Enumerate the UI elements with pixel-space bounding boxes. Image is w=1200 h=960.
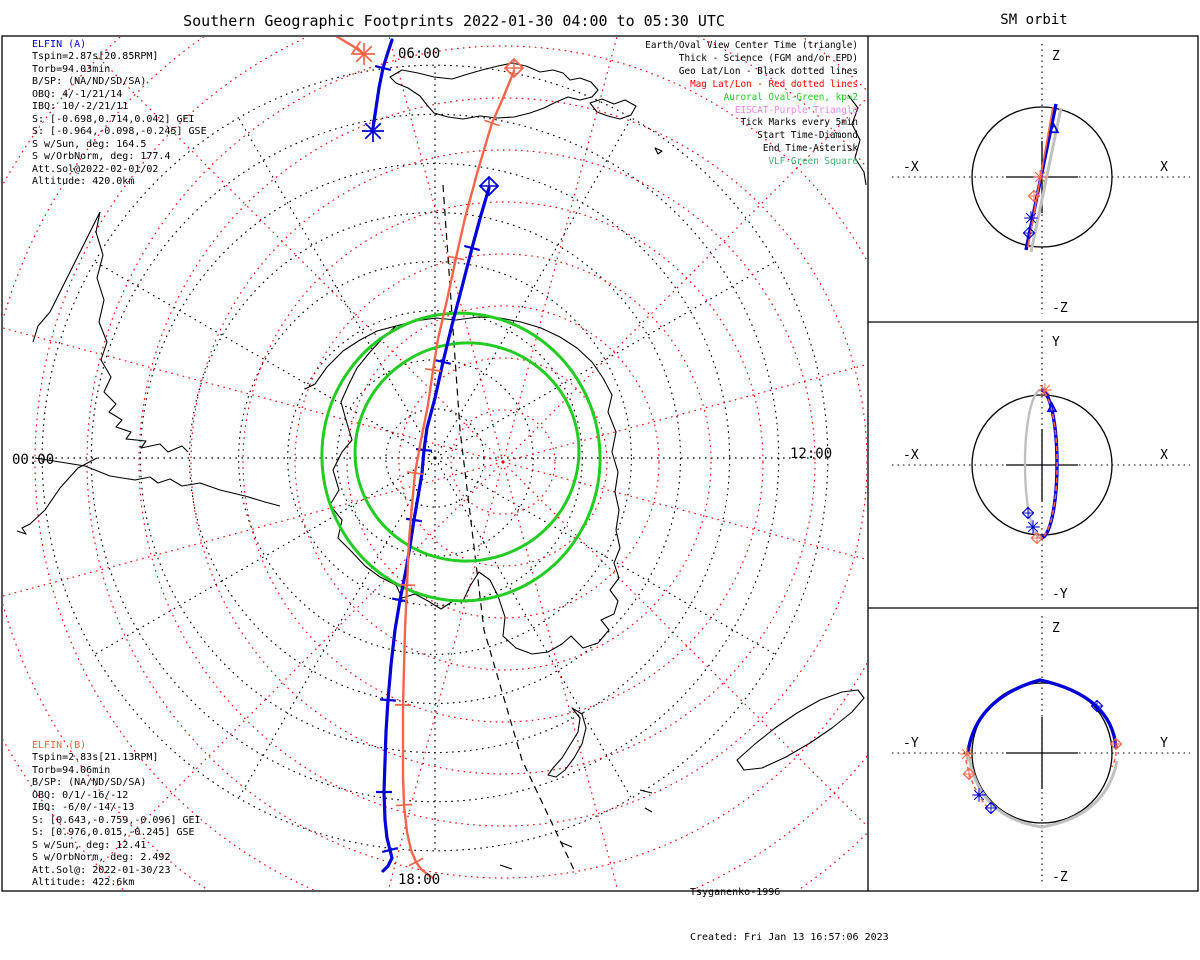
elfin-b-title: ELFIN (B) <box>32 740 201 752</box>
axis-label-left: -X <box>903 448 919 463</box>
elfin-b-line: Torb=94.06min <box>32 765 201 777</box>
elfin-b-line: Att.Sol@: 2022-01-30/23 <box>32 865 201 877</box>
elfin-b-line: Altitude: 422.6km <box>32 877 201 889</box>
elfin-a-line: Tspin=2.87s[20.85RPM] <box>32 51 207 63</box>
coastline <box>500 790 652 869</box>
elfin-a-line: Torb=94.03min <box>32 64 207 76</box>
mlt-time-label: 18:00 <box>398 872 440 888</box>
coastline <box>737 690 864 770</box>
elfin-b-info-block: ELFIN (B)Tspin=2.83s[21.13RPM]Torb=94.06… <box>32 740 201 889</box>
elfin-b-line: B/SP: (NA/ND/SD/SA) <box>32 777 201 789</box>
axis-label-right: Y <box>1160 736 1168 751</box>
elfin-a-line: Altitude: 420.0km <box>32 176 207 188</box>
axis-label-left: -X <box>903 160 919 175</box>
mag-longitude-spoke <box>503 462 907 866</box>
five-min-tick <box>396 804 412 805</box>
elfin-a-line: OBQ: 4/-1/21/14 <box>32 89 207 101</box>
elfin-b-line: S w/Sun, deg: 12.41 <box>32 840 201 852</box>
auroral-oval <box>303 295 618 619</box>
axis-label-bottom: -Z <box>1052 870 1068 885</box>
footprint-track <box>403 71 514 878</box>
elfin-a-title: ELFIN (A) <box>32 39 207 51</box>
legend-line: Geo Lat/Lon - Black dotted lines <box>520 66 858 79</box>
sm-panel-1: Y -Y -X X <box>892 330 1190 602</box>
model-label: Tsyganenko-1996 <box>690 885 889 900</box>
elfin-b-line: Tspin=2.83s[21.13RPM] <box>32 752 201 764</box>
legend-line: Tick Marks every 5min <box>520 117 858 130</box>
axis-label-bottom: -Y <box>1052 587 1068 602</box>
axis-label-right: X <box>1160 160 1168 175</box>
legend: Earth/Oval View Center Time (triangle)Th… <box>520 40 858 169</box>
five-min-tick <box>380 699 396 700</box>
mag-longitude-spoke <box>503 314 1056 462</box>
mlt-time-label: 12:00 <box>790 446 832 462</box>
elfin-a-line: IBQ: 10/-2/21/11 <box>32 101 207 113</box>
created-label: Created: Fri Jan 13 16:57:06 2023 <box>690 930 889 945</box>
sm-panel-2: Z -Z -Y Y <box>892 616 1190 885</box>
legend-line: Thick - Science (FGM and/or EPD) <box>520 53 858 66</box>
legend-line: Earth/Oval View Center Time (triangle) <box>520 40 858 53</box>
elfin-a-line: S w/Sun, deg: 164.5 <box>32 139 207 151</box>
mlt-time-label: 06:00 <box>398 46 440 62</box>
elfin-a-line: S: [-0.698,0.714,0.042] GEI <box>32 114 207 126</box>
sm-orbit-panels: Z -Z -X X Y -Y -X X Z -Z -Y Y <box>892 44 1190 885</box>
mag-longitude-spoke <box>503 462 651 900</box>
axis-label-top: Y <box>1052 335 1060 350</box>
legend-line: End Time-Asterisk <box>520 143 858 156</box>
coastline <box>33 212 100 342</box>
axis-label-right: X <box>1160 448 1168 463</box>
axis-label-top: Z <box>1052 49 1060 64</box>
elfin-b-line: S: [0.976,0.015,-0.245] GSE <box>32 827 201 839</box>
elfin-a-line: S w/OrbNorm, deg: 177.4 <box>32 151 207 163</box>
elfin-b-line: IBQ: -6/0/-14/-13 <box>32 802 201 814</box>
five-min-tick <box>425 369 441 371</box>
mlt-time-label: 00:00 <box>12 452 54 468</box>
coastline <box>548 708 586 777</box>
legend-line: EISCAT-Purple Triangle <box>520 105 858 118</box>
sm-orbit-title: SM orbit <box>868 12 1200 28</box>
elfin-b-line: S: [0.643,-0.759,-0.096] GEI <box>32 815 201 827</box>
elfin-b-line: S w/OrbNorm, deg: 2.492 <box>32 852 201 864</box>
elfin-b-line: OBQ: 0/1/-16/-12 <box>32 790 201 802</box>
sm-orbit-elfin-b <box>1044 392 1057 536</box>
axis-label-left: -Y <box>903 736 919 751</box>
legend-line: Auroral Oval-Green, kp=2 <box>520 92 858 105</box>
legend-line: Mag Lat/Lon - Red dotted lines <box>520 79 858 92</box>
footprint-track <box>383 188 489 871</box>
coastline <box>17 458 97 534</box>
elfin-a-line: S: [-0.964,-0.098,-0.245] GSE <box>32 126 207 138</box>
five-min-tick <box>399 585 415 586</box>
axis-label-top: Z <box>1052 621 1060 636</box>
coastline <box>35 458 280 506</box>
axis-label-bottom: -Z <box>1052 301 1068 316</box>
page-title: Southern Geographic Footprints 2022-01-3… <box>20 12 888 30</box>
sm-orbit-elfin-a <box>1041 390 1057 538</box>
mag-longitude-spoke <box>0 462 503 610</box>
footer: Tsyganenko-1996 Created: Fri Jan 13 16:5… <box>690 855 889 960</box>
legend-line: Start Time-Diamond <box>520 130 858 143</box>
legend-line: VLF-Green Square <box>520 156 858 169</box>
five-min-tick <box>406 519 422 522</box>
elfin-a-line: Att.Sol@2022-02-01/02 <box>32 164 207 176</box>
mag-longitude-spoke <box>355 462 503 900</box>
footprint-track <box>373 40 392 128</box>
elfin-a-line: B/SP: (NA/ND/SD/SA) <box>32 76 207 88</box>
mag-longitude-spoke <box>0 314 503 462</box>
geo-longitude-spoke <box>95 458 435 654</box>
elfin-a-info-block: ELFIN (A)Tspin=2.87s[20.85RPM]Torb=94.03… <box>32 39 207 188</box>
mag-longitude-spoke <box>503 462 1056 610</box>
sm-orbit-other <box>969 757 1117 827</box>
